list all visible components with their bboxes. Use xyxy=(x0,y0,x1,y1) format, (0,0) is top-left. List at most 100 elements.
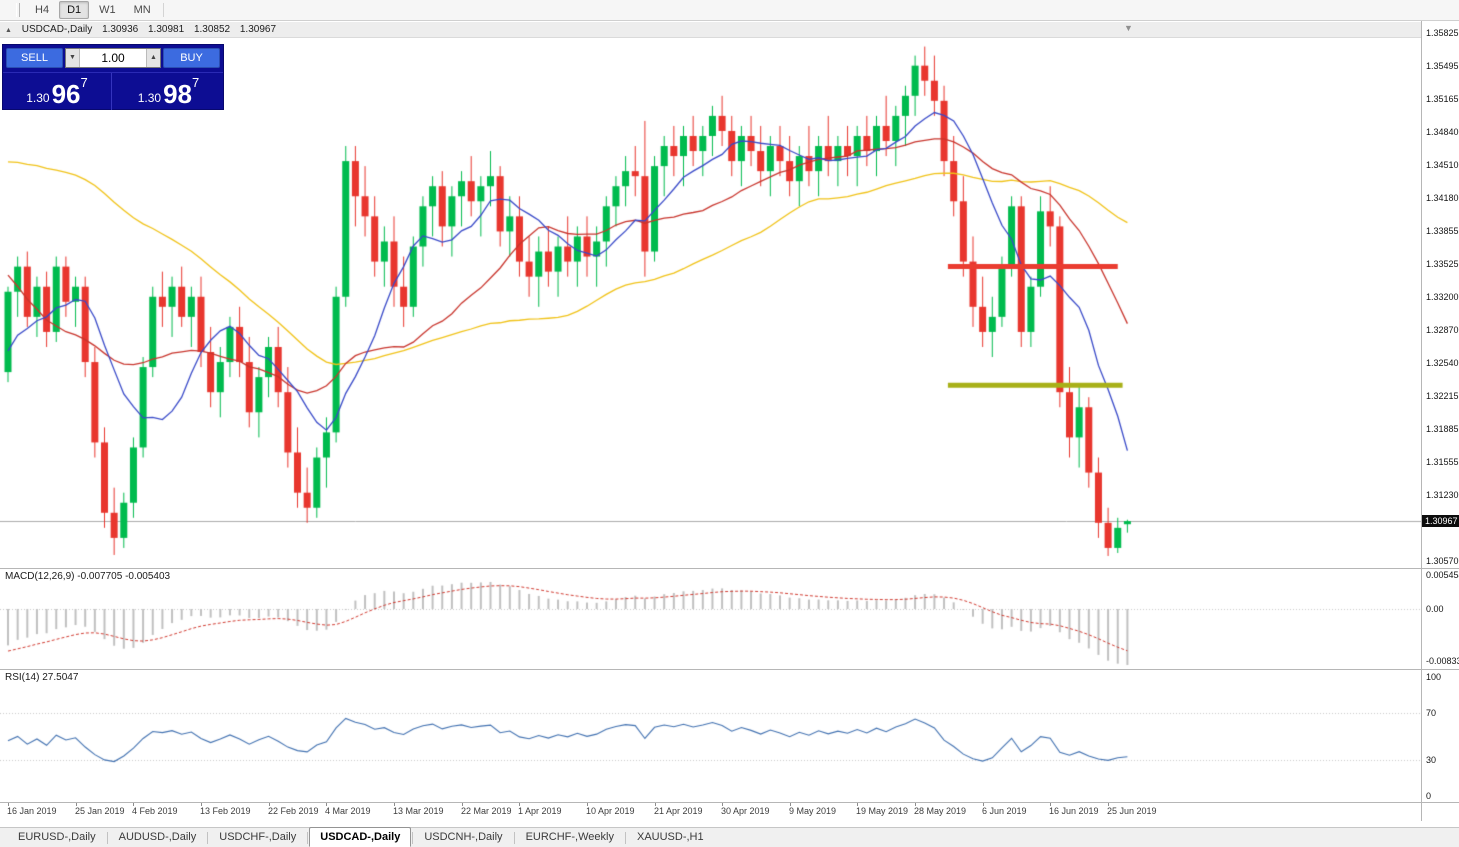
macd-axis-label: -0.0083325 xyxy=(1426,656,1459,666)
rsi-indicator-canvas[interactable] xyxy=(0,671,1422,801)
macd-splitter[interactable] xyxy=(0,568,1459,569)
date-tick xyxy=(1050,803,1051,806)
tab-usdchf-daily[interactable]: USDCHF-,Daily xyxy=(219,831,297,843)
bid-price: 1.30 96 7 xyxy=(3,73,112,110)
date-label: 9 May 2019 xyxy=(789,806,837,816)
chart-title-bar: ▲ USDCAD-,Daily 1.30936 1.30981 1.30852 … xyxy=(0,22,1421,38)
macd-label: MACD(12,26,9) -0.007705 -0.005403 xyxy=(5,571,171,582)
main-chart-canvas[interactable] xyxy=(0,38,1422,568)
date-tick xyxy=(915,803,916,806)
date-label: 4 Mar 2019 xyxy=(325,806,371,816)
date-label: 28 May 2019 xyxy=(914,806,967,816)
price-axis-label: 1.34840 xyxy=(1426,126,1459,137)
date-tick xyxy=(326,803,327,806)
date-tick xyxy=(587,803,588,806)
date-label: 13 Mar 2019 xyxy=(393,806,444,816)
date-label: 19 May 2019 xyxy=(856,806,909,816)
rsi-axis-label: 70 xyxy=(1426,707,1437,718)
tab-audusd-daily[interactable]: AUDUSD-,Daily xyxy=(118,831,197,843)
tab-eurusd-daily[interactable]: EURUSD-,Daily xyxy=(18,831,96,843)
period-button-w1[interactable]: W1 xyxy=(99,4,116,16)
volume-stepper[interactable]: ▼ 1.00 ▲ xyxy=(65,48,161,68)
chart-shift-marker-icon[interactable]: ▼ xyxy=(1124,23,1133,33)
date-tick xyxy=(462,803,463,806)
tab-divider xyxy=(412,831,414,844)
ohlc-low: 1.30852 xyxy=(193,24,231,35)
date-label: 22 Mar 2019 xyxy=(461,806,512,816)
date-tick xyxy=(722,803,723,806)
tab-usdcad-daily[interactable]: USDCAD-,Daily xyxy=(309,826,412,847)
ohlc-open: 1.30936 xyxy=(102,24,139,35)
period-button-mn[interactable]: MN xyxy=(133,4,151,16)
price-axis-label: 1.34180 xyxy=(1426,193,1459,204)
tab-divider xyxy=(624,831,626,844)
bid-price-big: 96 xyxy=(51,79,81,109)
date-label: 10 Apr 2019 xyxy=(586,806,635,816)
tab-eurchf-weekly[interactable]: EURCHF-,Weekly xyxy=(525,831,614,843)
bid-price-prefix: 1.30 xyxy=(26,91,50,105)
price-axis-label: 1.35825 xyxy=(1426,28,1459,38)
collapse-icon[interactable]: ▲ xyxy=(5,27,12,34)
chart-tab-bar: EURUSD-,Daily AUDUSD-,Daily USDCHF-,Daily U… xyxy=(0,826,1459,847)
macd-axis-label: 0.00 xyxy=(1426,604,1444,615)
price-axis-label: 1.30570 xyxy=(1426,556,1459,566)
rsi-axis-label: 0 xyxy=(1426,791,1432,801)
ask-price-big: 98 xyxy=(163,79,193,109)
rsi-label: RSI(14) 27.5047 xyxy=(5,672,79,683)
period-button-d1[interactable]: D1 xyxy=(59,1,90,19)
price-axis-label: 1.35495 xyxy=(1426,61,1459,72)
tab-divider xyxy=(207,831,209,844)
price-axis-label: 1.32540 xyxy=(1426,358,1459,369)
price-axis-label: 1.32215 xyxy=(1426,390,1459,401)
date-label: 1 Apr 2019 xyxy=(518,806,562,816)
date-tick xyxy=(269,803,270,806)
price-axis-separator xyxy=(1421,21,1422,821)
macd-indicator-canvas[interactable] xyxy=(0,570,1422,667)
date-label: 25 Jan 2019 xyxy=(75,806,125,816)
ask-price-pip: 7 xyxy=(192,75,200,90)
date-tick xyxy=(857,803,858,806)
date-label: 6 Jun 2019 xyxy=(982,806,1027,816)
period-toolbar: H4 D1 W1 MN xyxy=(0,0,1459,21)
price-axis-label: 1.34510 xyxy=(1426,160,1459,171)
date-tick xyxy=(201,803,202,806)
volume-down-button[interactable]: ▼ xyxy=(66,49,80,67)
rsi-axis-label: 30 xyxy=(1426,755,1437,766)
ohlc-close: 1.30967 xyxy=(239,24,277,35)
bid-price-pip: 7 xyxy=(80,75,88,90)
tab-usdcnh-daily[interactable]: USDCNH-,Daily xyxy=(424,831,503,843)
macd-axis-label: 0.0054540 xyxy=(1426,570,1459,580)
price-axis-label: 1.31885 xyxy=(1426,423,1459,434)
price-axis-label: 1.35165 xyxy=(1426,94,1459,105)
sell-button[interactable]: SELL xyxy=(6,48,63,68)
date-tick xyxy=(8,803,9,806)
date-label: 16 Jan 2019 xyxy=(7,806,57,816)
one-click-trading-panel: SELL ▼ 1.00 ▲ BUY 1.30 96 7 1.30 98 7 xyxy=(2,44,224,110)
date-tick xyxy=(655,803,656,806)
volume-up-button[interactable]: ▲ xyxy=(146,49,160,67)
date-label: 30 Apr 2019 xyxy=(721,806,770,816)
date-axis-separator xyxy=(0,802,1459,803)
price-axis-label: 1.31230 xyxy=(1426,489,1459,500)
price-axis-label: 1.32870 xyxy=(1426,324,1459,335)
tab-divider xyxy=(307,831,309,844)
volume-value[interactable]: 1.00 xyxy=(80,49,146,67)
bid-price-tag: 1.30967 xyxy=(1422,515,1459,527)
date-label: 22 Feb 2019 xyxy=(268,806,319,816)
buy-button[interactable]: BUY xyxy=(163,48,220,68)
period-button-h4[interactable]: H4 xyxy=(35,4,50,16)
date-label: 25 Jun 2019 xyxy=(1107,806,1157,816)
price-axis-label: 1.31555 xyxy=(1426,457,1459,468)
tab-xauusd-h1[interactable]: XAUUSD-,H1 xyxy=(636,831,704,843)
ask-price-prefix: 1.30 xyxy=(137,91,162,105)
ask-price: 1.30 98 7 xyxy=(114,73,223,110)
date-tick xyxy=(983,803,984,806)
tab-divider xyxy=(513,831,515,844)
date-label: 13 Feb 2019 xyxy=(200,806,251,816)
date-label: 21 Apr 2019 xyxy=(654,806,703,816)
date-tick xyxy=(790,803,791,806)
toolbar-drag-handle[interactable] xyxy=(16,3,20,17)
date-tick xyxy=(76,803,77,806)
rsi-axis-label: 100 xyxy=(1426,672,1442,682)
rsi-splitter[interactable] xyxy=(0,669,1459,670)
